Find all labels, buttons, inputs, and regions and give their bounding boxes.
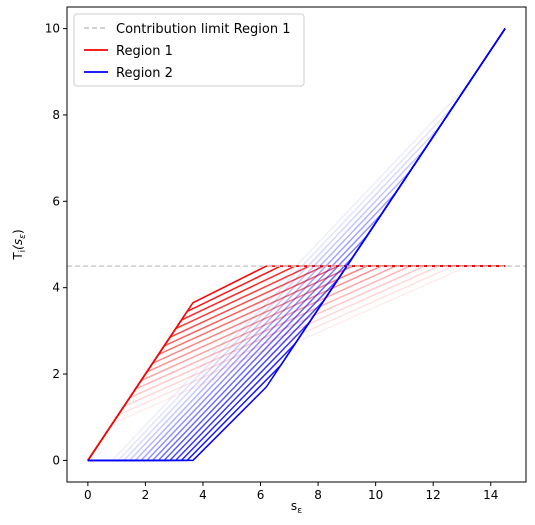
y-axis-label-main: T — [11, 252, 25, 261]
y-tick-label: 8 — [52, 108, 60, 122]
x-tick-label: 12 — [426, 488, 441, 502]
x-axis-label-subscript: ε — [297, 506, 302, 516]
legend-items: Contribution limit Region 1 Region 1 Regio… — [84, 22, 290, 81]
legend-label: Contribution limit Region 1 — [116, 22, 290, 37]
x-tick-label: 10 — [368, 488, 383, 502]
x-axis-label: sε — [291, 499, 302, 516]
x-tick-label: 4 — [199, 488, 207, 502]
series-line — [87, 265, 506, 461]
axes-frame — [66, 6, 527, 483]
series-line — [87, 28, 506, 462]
x-tick-label: 14 — [483, 488, 498, 502]
y-tick-label: 2 — [52, 367, 60, 381]
x-tick-label: 0 — [84, 488, 92, 502]
x-tick-label: 6 — [257, 488, 265, 502]
y-axis-ticks: 0 2 4 6 8 10 — [45, 22, 67, 467]
legend: Contribution limit Region 1 Region 1 Regio… — [73, 13, 305, 87]
x-tick-label: 8 — [314, 488, 322, 502]
y-tick-label: 0 — [52, 453, 60, 467]
x-axis-ticks: 0 2 4 6 8 10 12 14 — [84, 482, 498, 502]
y-axis-label-arg-sub: ε — [18, 234, 28, 239]
y-tick-label: 6 — [52, 194, 60, 208]
legend-label: Region 1 — [116, 44, 173, 59]
x-axis-label-main: s — [291, 499, 297, 513]
plot-area — [66, 6, 527, 483]
y-tick-label: 4 — [52, 281, 60, 295]
y-axis-label: Ti(sε) — [11, 229, 28, 260]
legend-box — [73, 13, 305, 87]
series-region-2 — [87, 28, 506, 462]
y-axis-label-arg: (s — [11, 239, 25, 250]
y-tick-label: 10 — [45, 22, 60, 36]
legend-label: Region 2 — [116, 66, 173, 81]
y-axis-label-close: ) — [11, 229, 25, 234]
y-axis-label-sub: i — [18, 250, 28, 253]
x-tick-label: 2 — [142, 488, 150, 502]
